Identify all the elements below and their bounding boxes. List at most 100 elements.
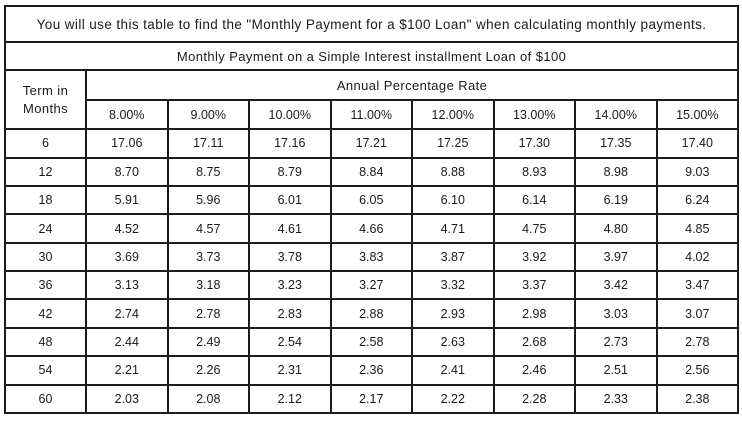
payment-value-cell: 2.78 — [166, 298, 250, 329]
rate-column-header: 13.00% — [492, 98, 576, 131]
table-row: 48 2.44 2.49 2.54 2.58 2.63 2.68 2.73 2.78 — [4, 326, 740, 358]
payment-value-cell: 2.54 — [248, 326, 332, 358]
payment-value-cell: 2.17 — [329, 383, 413, 414]
payment-value-cell: 2.88 — [329, 298, 413, 329]
payment-value-cell: 2.73 — [574, 326, 658, 358]
term-cell: 42 — [4, 298, 87, 329]
payment-value-cell: 2.74 — [85, 298, 169, 329]
table-title: Monthly Payment on a Simple Interest ins… — [3, 40, 740, 72]
table-row: 12 8.70 8.75 8.79 8.84 8.88 8.93 8.98 9.03 — [4, 156, 740, 187]
term-cell: 6 — [4, 128, 87, 159]
payment-value-cell: 2.08 — [166, 383, 250, 414]
instruction-row: You will use this table to find the "Mon… — [3, 5, 740, 43]
term-cell: 60 — [4, 383, 87, 414]
payment-value-cell: 2.41 — [411, 355, 495, 386]
payment-value-cell: 4.52 — [85, 213, 169, 244]
payment-value-cell: 17.35 — [574, 128, 658, 159]
payment-value-cell: 6.24 — [655, 184, 740, 216]
payment-value-cell: 2.28 — [492, 383, 576, 414]
payment-value-cell: 8.84 — [329, 156, 413, 187]
term-cell: 36 — [4, 270, 87, 301]
payment-value-cell: 4.71 — [411, 213, 495, 244]
apr-header-row: Term in Months Annual Percentage Rate — [4, 69, 740, 131]
payment-value-cell: 2.46 — [492, 355, 576, 386]
table-row: 54 2.21 2.26 2.31 2.36 2.41 2.46 2.51 2.56 — [4, 355, 740, 386]
payment-value-cell: 17.06 — [85, 128, 169, 159]
payment-value-cell: 3.78 — [248, 241, 332, 273]
rate-column-header: 8.00% — [85, 98, 169, 131]
rate-column-header: 11.00% — [329, 98, 413, 131]
payment-value-cell: 4.66 — [329, 213, 413, 244]
payment-value-cell: 5.96 — [166, 184, 250, 216]
payment-value-cell: 6.01 — [248, 184, 332, 216]
payment-value-cell: 17.11 — [166, 128, 250, 159]
payment-value-cell: 3.42 — [574, 270, 658, 301]
payment-value-cell: 3.07 — [655, 298, 740, 329]
payment-value-cell: 6.05 — [329, 184, 413, 216]
payment-value-cell: 2.21 — [85, 355, 169, 386]
payment-value-cell: 2.83 — [248, 298, 332, 329]
payment-value-cell: 4.61 — [248, 213, 332, 244]
payment-value-cell: 2.63 — [411, 326, 495, 358]
payment-value-cell: 2.51 — [574, 355, 658, 386]
table-row: 24 4.52 4.57 4.61 4.66 4.71 4.75 4.80 4.85 — [4, 213, 740, 244]
rate-column-header: 10.00% — [248, 98, 332, 131]
payment-value-cell: 17.40 — [655, 128, 740, 159]
payment-value-cell: 2.33 — [574, 383, 658, 414]
payment-value-cell: 2.68 — [492, 326, 576, 358]
payment-value-cell: 3.87 — [411, 241, 495, 273]
payment-value-cell: 5.91 — [85, 184, 169, 216]
term-cell: 24 — [4, 213, 87, 244]
payment-value-cell: 2.78 — [655, 326, 740, 358]
payment-value-cell: 6.14 — [492, 184, 576, 216]
payment-value-cell: 3.83 — [329, 241, 413, 273]
term-cell: 30 — [4, 241, 87, 273]
payment-value-cell: 8.93 — [492, 156, 576, 187]
monthly-payment-table: You will use this table to find the "Mon… — [3, 5, 740, 414]
term-cell: 12 — [4, 156, 87, 187]
term-in-months-header: Term in Months — [4, 69, 87, 131]
rate-header-row: 8.00% 9.00% 10.00% 11.00% 12.00% 13.00% 14.00%… — [5, 98, 740, 131]
payment-value-cell: 3.23 — [248, 270, 332, 301]
rate-column-header: 15.00% — [655, 98, 740, 131]
payment-value-cell: 2.22 — [411, 383, 495, 414]
table-row: 18 5.91 5.96 6.01 6.05 6.10 6.14 6.19 6.24 — [4, 184, 740, 216]
payment-value-cell: 3.73 — [166, 241, 250, 273]
rate-column-header: 9.00% — [166, 98, 250, 131]
payment-value-cell: 2.03 — [85, 383, 169, 414]
payment-value-cell: 2.26 — [166, 355, 250, 386]
table-row: 42 2.74 2.78 2.83 2.88 2.93 2.98 3.03 3.07 — [4, 298, 740, 329]
payment-value-cell: 3.47 — [655, 270, 740, 301]
payment-value-cell: 3.32 — [411, 270, 495, 301]
table-content: You will use this table to find the "Mon… — [3, 5, 740, 414]
payment-value-cell: 17.16 — [248, 128, 332, 159]
payment-value-cell: 2.44 — [85, 326, 169, 358]
payment-value-cell: 6.10 — [411, 184, 495, 216]
payment-value-cell: 3.13 — [85, 270, 169, 301]
term-cell: 54 — [4, 355, 87, 386]
rate-column-header: 14.00% — [574, 98, 658, 131]
payment-value-cell: 17.25 — [411, 128, 495, 159]
payment-value-cell: 2.58 — [329, 326, 413, 358]
payment-value-cell: 8.75 — [166, 156, 250, 187]
rate-column-header: 12.00% — [411, 98, 495, 131]
payment-value-cell: 4.02 — [655, 241, 740, 273]
payment-value-cell: 9.03 — [655, 156, 740, 187]
payment-value-cell: 4.85 — [655, 213, 740, 244]
payment-value-cell: 3.27 — [329, 270, 413, 301]
payment-value-cell: 6.19 — [574, 184, 658, 216]
payment-value-cell: 2.31 — [248, 355, 332, 386]
payment-value-cell: 3.37 — [492, 270, 576, 301]
payment-value-cell: 2.12 — [248, 383, 332, 414]
payment-value-cell: 17.30 — [492, 128, 576, 159]
payment-value-cell: 17.21 — [329, 128, 413, 159]
term-cell: 18 — [4, 184, 87, 216]
payment-value-cell: 8.79 — [248, 156, 332, 187]
table-row: 6 17.06 17.11 17.16 17.21 17.25 17.30 17.35 17.4… — [4, 128, 740, 159]
payment-value-cell: 3.03 — [574, 298, 658, 329]
table-row: 30 3.69 3.73 3.78 3.83 3.87 3.92 3.97 4.02 — [4, 241, 740, 273]
payment-value-cell: 4.80 — [574, 213, 658, 244]
payment-value-cell: 3.18 — [166, 270, 250, 301]
payment-value-cell: 2.36 — [329, 355, 413, 386]
payment-value-cell: 8.98 — [574, 156, 658, 187]
